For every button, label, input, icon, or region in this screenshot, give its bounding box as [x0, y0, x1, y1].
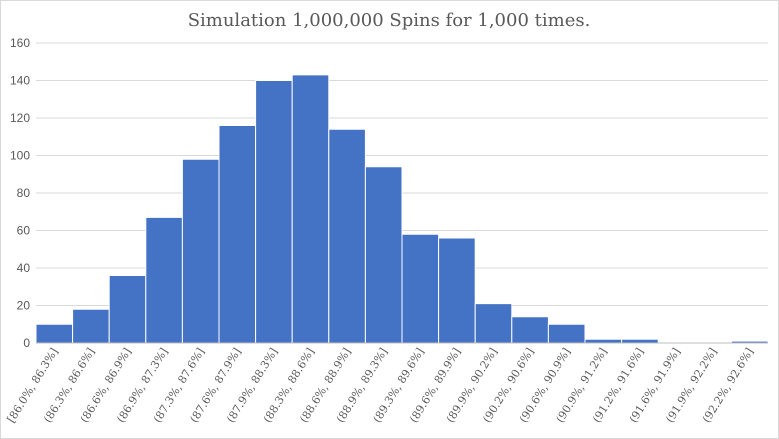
histogram-bar [35, 323, 74, 344]
histogram-bar [72, 308, 110, 344]
histogram-bar [291, 74, 330, 344]
histogram-bar [181, 158, 220, 344]
histogram-bar [621, 338, 659, 344]
histogram-bar [218, 125, 257, 344]
histogram-bar [401, 233, 440, 344]
histogram-bar [474, 303, 513, 344]
histogram-bar [547, 323, 586, 344]
chart-title: Simulation 1,000,000 Spins for 1,000 tim… [188, 10, 591, 31]
y-tick-label: 40 [17, 261, 31, 275]
y-tick-label: 100 [10, 149, 30, 163]
y-axis-tick-labels: 0 20 40 60 80 100 120 140 160 [10, 36, 30, 350]
y-tick-label: 20 [17, 299, 31, 313]
histogram-bar [108, 275, 147, 344]
y-tick-label: 0 [23, 336, 30, 350]
y-tick-label: 60 [17, 224, 31, 238]
y-tick-label: 120 [10, 111, 30, 125]
y-tick-label: 80 [17, 186, 31, 200]
histogram-bar [145, 216, 183, 344]
histogram-bar [364, 166, 403, 344]
histogram-bar [255, 80, 293, 344]
y-tick-label: 160 [10, 36, 30, 50]
y-tick-label: 140 [10, 74, 30, 88]
x-axis-tick-labels: [86.0%, 86.3%](86.3%, 86.6%](86.6%, 86.9… [5, 346, 757, 425]
histogram-bar [438, 237, 476, 344]
bars [35, 74, 769, 344]
histogram-bar [328, 128, 366, 344]
histogram-bar [511, 316, 549, 344]
histogram-bar [584, 338, 623, 344]
